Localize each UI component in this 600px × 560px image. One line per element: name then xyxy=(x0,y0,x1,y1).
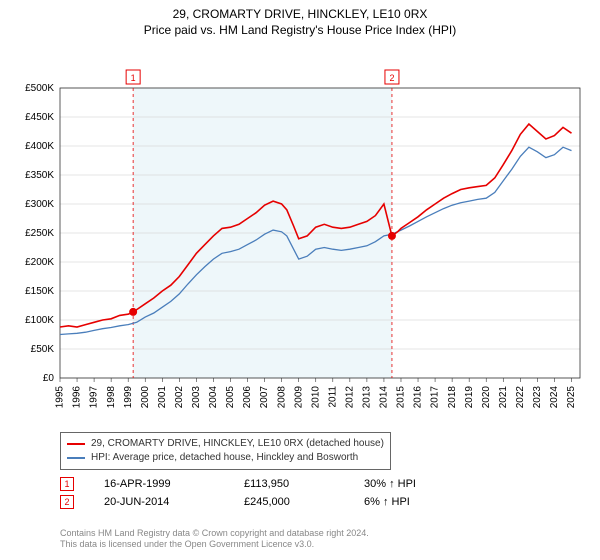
svg-text:2007: 2007 xyxy=(259,386,270,409)
svg-text:2018: 2018 xyxy=(447,386,458,409)
disclaimer-line1: Contains HM Land Registry data © Crown c… xyxy=(60,528,369,539)
svg-text:2001: 2001 xyxy=(157,386,168,409)
svg-text:£50K: £50K xyxy=(31,344,55,355)
chart-area: £0 £50K £100K £150K £200K £250K £300K £350K £400… xyxy=(0,38,600,408)
chart-titles: 29, CROMARTY DRIVE, HINCKLEY, LE10 0RX P… xyxy=(0,0,600,38)
sale-row: 1 16-APR-1999 £113,950 30% ↑ HPI xyxy=(60,475,600,493)
svg-text:1997: 1997 xyxy=(89,386,100,409)
legend-box: 29, CROMARTY DRIVE, HINCKLEY, LE10 0RX (… xyxy=(60,432,391,470)
sale-marker-box: 1 xyxy=(60,477,74,491)
sale-row: 2 20-JUN-2014 £245,000 6% ↑ HPI xyxy=(60,493,600,511)
svg-text:2011: 2011 xyxy=(327,386,338,408)
sale-price: £113,950 xyxy=(244,478,334,490)
svg-text:2009: 2009 xyxy=(293,386,304,409)
legend-swatch-property xyxy=(67,443,85,445)
sales-table: 1 16-APR-1999 £113,950 30% ↑ HPI 2 20-JUN-201… xyxy=(60,475,600,511)
svg-text:£350K: £350K xyxy=(25,170,54,181)
svg-text:2: 2 xyxy=(389,73,394,83)
svg-text:2023: 2023 xyxy=(532,386,543,409)
svg-text:2006: 2006 xyxy=(242,386,253,409)
title-address: 29, CROMARTY DRIVE, HINCKLEY, LE10 0RX xyxy=(0,6,600,22)
sale-delta: 6% ↑ HPI xyxy=(364,496,410,508)
svg-text:2015: 2015 xyxy=(396,386,407,409)
svg-text:1995: 1995 xyxy=(55,386,66,409)
legend-row-property: 29, CROMARTY DRIVE, HINCKLEY, LE10 0RX (… xyxy=(67,437,384,451)
svg-text:2000: 2000 xyxy=(140,386,151,409)
svg-text:2012: 2012 xyxy=(344,386,355,409)
legend-label-property: 29, CROMARTY DRIVE, HINCKLEY, LE10 0RX (… xyxy=(91,437,384,451)
sale-delta: 30% ↑ HPI xyxy=(364,478,416,490)
svg-text:2002: 2002 xyxy=(174,386,185,409)
svg-text:£150K: £150K xyxy=(25,286,54,297)
svg-text:£500K: £500K xyxy=(25,83,54,94)
legend-label-hpi: HPI: Average price, detached house, Hinc… xyxy=(91,451,358,465)
svg-text:2017: 2017 xyxy=(430,386,441,409)
sale-marker-box: 2 xyxy=(60,495,74,509)
svg-text:2005: 2005 xyxy=(225,386,236,409)
svg-text:£0: £0 xyxy=(43,373,55,384)
svg-text:£250K: £250K xyxy=(25,228,54,239)
svg-text:2013: 2013 xyxy=(362,386,373,409)
svg-text:2010: 2010 xyxy=(310,386,321,409)
svg-text:2021: 2021 xyxy=(498,386,509,409)
svg-text:2024: 2024 xyxy=(549,386,560,409)
svg-text:£200K: £200K xyxy=(25,257,54,268)
svg-text:2016: 2016 xyxy=(413,386,424,409)
svg-text:£450K: £450K xyxy=(25,112,54,123)
svg-text:2019: 2019 xyxy=(464,386,475,409)
svg-text:2008: 2008 xyxy=(276,386,287,409)
svg-text:2004: 2004 xyxy=(208,386,219,409)
sale-date: 20-JUN-2014 xyxy=(104,496,214,508)
svg-text:£300K: £300K xyxy=(25,199,54,210)
legend-swatch-hpi xyxy=(67,457,85,459)
disclaimer: Contains HM Land Registry data © Crown c… xyxy=(60,528,369,550)
title-subtitle: Price paid vs. HM Land Registry's House … xyxy=(0,22,600,38)
svg-text:2003: 2003 xyxy=(191,386,202,409)
svg-text:2025: 2025 xyxy=(566,386,577,409)
svg-text:£400K: £400K xyxy=(25,141,54,152)
svg-text:2022: 2022 xyxy=(515,386,526,409)
svg-text:1996: 1996 xyxy=(72,386,83,409)
svg-text:£100K: £100K xyxy=(25,315,54,326)
legend-row-hpi: HPI: Average price, detached house, Hinc… xyxy=(67,451,384,465)
sale-price: £245,000 xyxy=(244,496,334,508)
svg-text:1: 1 xyxy=(131,73,136,83)
svg-text:1999: 1999 xyxy=(123,386,134,409)
chart-container: 29, CROMARTY DRIVE, HINCKLEY, LE10 0RX P… xyxy=(0,0,600,560)
disclaimer-line2: This data is licensed under the Open Gov… xyxy=(60,539,369,550)
svg-text:1998: 1998 xyxy=(106,386,117,409)
svg-text:2020: 2020 xyxy=(481,386,492,409)
svg-text:2014: 2014 xyxy=(379,386,390,409)
chart-svg: £0 £50K £100K £150K £200K £250K £300K £350K £400… xyxy=(0,38,600,428)
sale-date: 16-APR-1999 xyxy=(104,478,214,490)
